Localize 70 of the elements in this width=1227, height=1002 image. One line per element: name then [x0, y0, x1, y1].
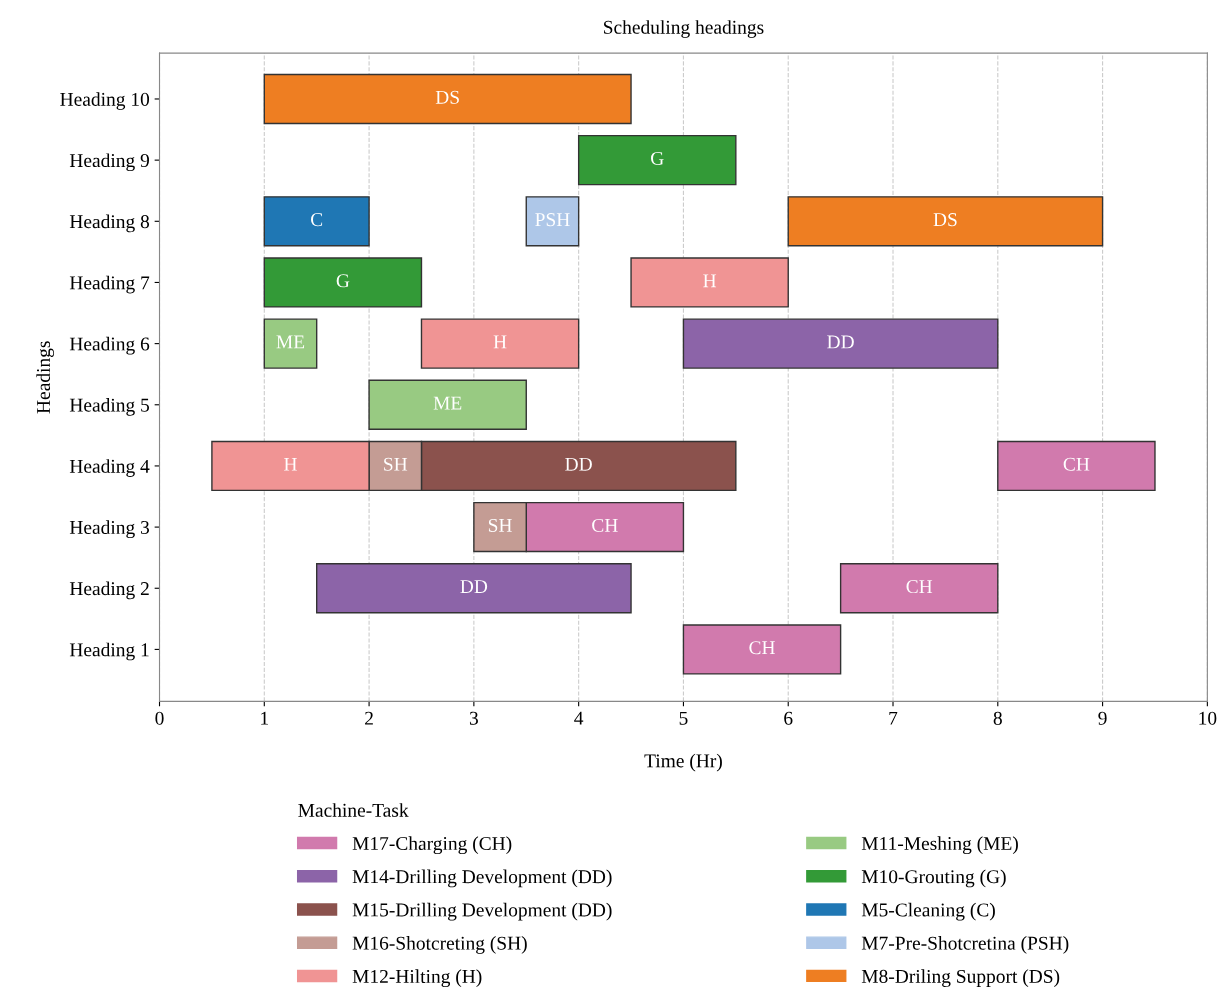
- legend-title: Machine-Task: [298, 803, 409, 817]
- data-label: CH: [592, 518, 618, 532]
- data-label: G: [651, 151, 664, 165]
- x-tick-label: 5: [679, 711, 688, 725]
- bar: [315, 563, 632, 614]
- data-label: ME: [276, 335, 305, 349]
- legend-label: M11-Meshing (ME): [861, 836, 1018, 855]
- x-tick-label: 1: [261, 711, 268, 725]
- legend-label: M15-Drilling Development (DD): [352, 902, 612, 921]
- legend-label: M7-Pre-Shotcretina (PSH): [861, 936, 1069, 954]
- data-label: DD: [460, 580, 488, 593]
- data-label: H: [284, 457, 297, 471]
- bar: [630, 257, 789, 308]
- x-tick-label: 0: [155, 711, 164, 725]
- y-tick-label: Heading 3: [69, 520, 150, 539]
- x-tick-label: 2: [365, 711, 373, 725]
- legend-label: M10-Grouting (G): [861, 869, 1006, 888]
- bar: [682, 318, 999, 369]
- y-tick-label: Heading 7: [69, 275, 150, 294]
- legend-label: M8-Driling Support (DS): [861, 969, 1060, 987]
- y-tick-label: Heading 5: [69, 398, 150, 416]
- bar: [263, 73, 632, 125]
- y-tick-label: Heading 1: [69, 642, 149, 661]
- y-tick-label: Heading 2: [69, 581, 149, 600]
- data-label: PSH: [535, 213, 570, 227]
- chart-title: Scheduling headings: [604, 20, 764, 38]
- data-label: DS: [933, 213, 957, 227]
- bar: [997, 440, 1156, 492]
- y-tick-label: Heading 9: [69, 153, 149, 172]
- bar: [420, 318, 580, 369]
- data-label: DS: [435, 90, 459, 104]
- legend-label: M16-Shotcreting (SH): [352, 936, 527, 954]
- x-tick-label: 3: [469, 711, 478, 725]
- x-axis-title: Time (Hr): [644, 753, 722, 772]
- x-tick-label: 4: [574, 711, 584, 725]
- legend-label: M5-Cleaning (C): [861, 902, 995, 921]
- x-tick-label: 9: [1098, 711, 1107, 725]
- y-tick-label: Heading 4: [69, 459, 150, 477]
- legend-label: M14-Drilling Development (DD): [352, 869, 612, 888]
- data-label: CH: [1063, 457, 1090, 471]
- bar: [263, 196, 370, 247]
- data-label: SH: [384, 457, 408, 471]
- data-label: H: [703, 274, 717, 288]
- data-label: DD: [827, 335, 854, 349]
- bar: [787, 196, 1104, 247]
- x-tick-label: 6: [784, 711, 793, 725]
- y-tick-label: Heading 10: [60, 92, 150, 110]
- y-axis-title: Headings: [36, 341, 55, 414]
- x-tick-label: 10: [1199, 711, 1217, 725]
- data-label: ME: [433, 396, 462, 410]
- data-label: C: [311, 213, 323, 227]
- legend-label: M17-Charging (CH): [352, 836, 512, 855]
- bar: [839, 563, 999, 614]
- bar: [263, 257, 423, 308]
- legend-label: M12-Hilting (H): [352, 969, 482, 988]
- x-tick-label: 7: [889, 711, 898, 725]
- data-label: G: [336, 274, 350, 288]
- data-label: DD: [565, 457, 592, 471]
- x-tick-label: 8: [993, 711, 1002, 725]
- y-tick-label: Heading 8: [69, 214, 150, 233]
- data-label: H: [493, 335, 507, 349]
- bar: [577, 134, 737, 186]
- bar: [368, 379, 527, 430]
- bar: [682, 624, 842, 675]
- data-label: CH: [906, 580, 933, 594]
- data-label: CH: [749, 641, 775, 655]
- bar: [263, 318, 318, 369]
- data-label: SH: [488, 518, 512, 532]
- bar: [525, 196, 580, 247]
- y-tick-label: Heading 6: [69, 336, 150, 355]
